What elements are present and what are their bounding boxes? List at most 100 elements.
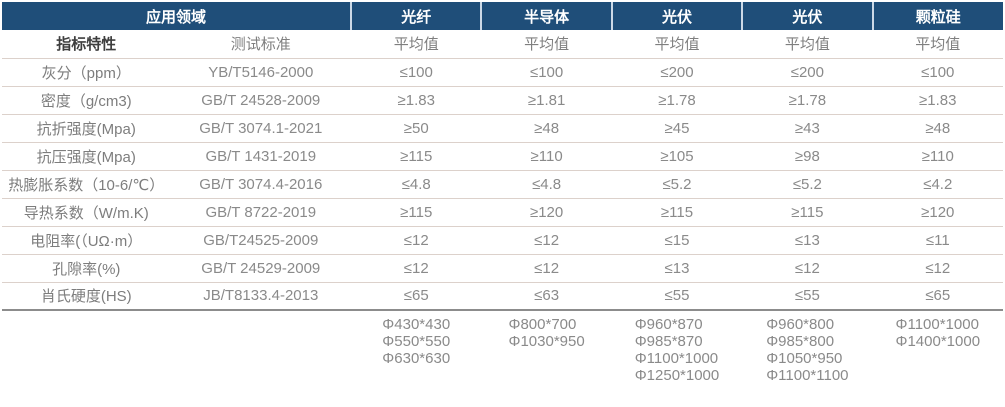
value-cell: ≥48 [872, 113, 1003, 142]
standard-cell: YB/T5146-2000 [170, 57, 352, 86]
value-cell: ≥115 [611, 197, 743, 226]
size-line: Φ1100*1100 [766, 367, 849, 384]
value-cell: ≥115 [742, 197, 873, 226]
column-header-pv-2: 光伏 [741, 2, 873, 30]
value-cell: ≥1.83 [351, 85, 482, 114]
standard-cell: JB/T8133.4-2013 [170, 281, 352, 310]
table-row: 抗折强度(Mpa) GB/T 3074.1-2021 ≥50 ≥48 ≥45 ≥… [2, 113, 1003, 142]
value-cell: ≥120 [481, 197, 612, 226]
property-cell: 抗折强度(Mpa) [2, 113, 171, 142]
avg-header: 平均值 [351, 30, 482, 58]
value-cell: ≤100 [481, 57, 612, 86]
standard-cell: GB/T 1431-2019 [170, 141, 352, 170]
value-cell: ≤63 [481, 281, 612, 310]
value-cell: ≥45 [611, 113, 743, 142]
value-cell: ≤200 [742, 57, 873, 86]
value-cell: ≤4.8 [351, 169, 482, 198]
value-cell: ≤11 [872, 225, 1003, 254]
size-list: Φ1100*1000 Φ1400*1000 [896, 316, 981, 350]
size-line: Φ985*800 [766, 333, 835, 350]
standard-cell: GB/T 3074.4-2016 [170, 169, 352, 198]
value-cell: ≤12 [351, 225, 482, 254]
table-row: 热膨胀系数（10-6/℃） GB/T 3074.4-2016 ≤4.8 ≤4.8… [2, 169, 1003, 198]
property-cell: 灰分（ppm） [2, 57, 171, 86]
table-row: 灰分（ppm） YB/T5146-2000 ≤100 ≤100 ≤200 ≤20… [2, 57, 1003, 86]
value-cell: ≤55 [611, 281, 743, 310]
size-list: Φ960*800 Φ985*800 Φ1050*950 Φ1100*1100 [766, 316, 848, 384]
size-line: Φ1100*1000 [634, 350, 719, 367]
size-list: Φ800*700 Φ1030*950 [509, 316, 585, 350]
column-header-semiconductor: 半导体 [480, 2, 612, 30]
value-cell: ≤13 [742, 225, 873, 254]
standard-header: 测试标准 [170, 30, 352, 58]
size-line: Φ1050*950 [766, 350, 843, 367]
table-row: 电阻率(（UΩ·m） GB/T24525-2009 ≤12 ≤12 ≤15 ≤1… [2, 225, 1003, 254]
table-row: 导热系数（W/m.K) GB/T 8722-2019 ≥115 ≥120 ≥11… [2, 197, 1003, 226]
size-line: Φ630*630 [382, 350, 451, 367]
size-line: Φ1100*1000 [895, 316, 979, 333]
size-line: Φ960*800 [766, 316, 835, 333]
value-cell: ≥48 [481, 113, 612, 142]
size-line: Φ1030*950 [508, 333, 585, 350]
value-cell: ≤65 [351, 281, 482, 310]
standard-cell: GB/T 3074.1-2021 [170, 113, 352, 142]
size-line: Φ800*700 [508, 316, 577, 333]
value-cell: ≤12 [481, 225, 612, 254]
value-cell: ≥110 [872, 141, 1003, 170]
value-cell: ≤15 [611, 225, 743, 254]
property-header: 指标特性 [2, 30, 171, 58]
size-row: Φ430*430 Φ550*550 Φ630*630 Φ800*700 Φ103… [2, 309, 1003, 405]
value-cell: ≤5.2 [611, 169, 743, 198]
size-cell-fiber: Φ430*430 Φ550*550 Φ630*630 [351, 309, 482, 405]
application-domain-header: 应用领域 [2, 2, 352, 30]
size-cell-pv-2: Φ960*800 Φ985*800 Φ1050*950 Φ1100*1100 [742, 309, 873, 405]
table-row: 密度（g/cm3) GB/T 24528-2009 ≥1.83 ≥1.81 ≥1… [2, 85, 1003, 114]
value-cell: ≥1.78 [611, 85, 743, 114]
value-cell: ≤4.8 [481, 169, 612, 198]
avg-header: 平均值 [872, 30, 1003, 58]
value-cell: ≥43 [742, 113, 873, 142]
size-cell-granular-si: Φ1100*1000 Φ1400*1000 [872, 309, 1003, 405]
value-cell: ≤100 [872, 57, 1003, 86]
value-cell: ≥110 [481, 141, 612, 170]
value-cell: ≤12 [872, 253, 1003, 282]
value-cell: ≤12 [742, 253, 873, 282]
size-list: Φ960*870 Φ985*870 Φ1100*1000 Φ1250*1000 [635, 316, 720, 384]
size-cell-empty [2, 309, 171, 405]
size-cell-pv-1: Φ960*870 Φ985*870 Φ1100*1000 Φ1250*1000 [611, 309, 743, 405]
property-cell: 孔隙率(%) [2, 253, 171, 282]
value-cell: ≤12 [481, 253, 612, 282]
column-header-granular-si: 颗粒硅 [871, 2, 1003, 30]
value-cell: ≤65 [872, 281, 1003, 310]
property-cell: 电阻率(（UΩ·m） [2, 225, 171, 254]
property-cell: 肖氏硬度(HS) [2, 281, 171, 310]
size-line: Φ550*550 [382, 333, 451, 350]
value-cell: ≥1.83 [872, 85, 1003, 114]
avg-header: 平均值 [742, 30, 873, 58]
value-cell: ≤55 [742, 281, 873, 310]
property-cell: 抗压强度(Mpa) [2, 141, 171, 170]
avg-header: 平均值 [611, 30, 743, 58]
property-cell: 导热系数（W/m.K) [2, 197, 171, 226]
standard-cell: GB/T 24528-2009 [170, 85, 352, 114]
size-line: Φ960*870 [634, 316, 703, 333]
avg-header: 平均值 [481, 30, 612, 58]
value-cell: ≤13 [611, 253, 743, 282]
value-cell: ≥115 [351, 197, 482, 226]
value-cell: ≤200 [611, 57, 743, 86]
value-cell: ≥1.78 [742, 85, 873, 114]
value-cell: ≥50 [351, 113, 482, 142]
size-list: Φ430*430 Φ550*550 Φ630*630 [382, 316, 450, 367]
value-cell: ≤100 [351, 57, 482, 86]
standard-cell: GB/T24525-2009 [170, 225, 352, 254]
table-row: 抗压强度(Mpa) GB/T 1431-2019 ≥115 ≥110 ≥105 … [2, 141, 1003, 170]
value-cell: ≥115 [351, 141, 482, 170]
value-cell: ≤5.2 [742, 169, 873, 198]
size-line: Φ985*870 [634, 333, 703, 350]
column-header-fiber: 光纤 [350, 2, 482, 30]
sub-header-row: 指标特性 测试标准 平均值 平均值 平均值 平均值 平均值 [2, 30, 1003, 58]
value-cell: ≥98 [742, 141, 873, 170]
value-cell: ≤4.2 [872, 169, 1003, 198]
property-cell: 密度（g/cm3) [2, 85, 171, 114]
